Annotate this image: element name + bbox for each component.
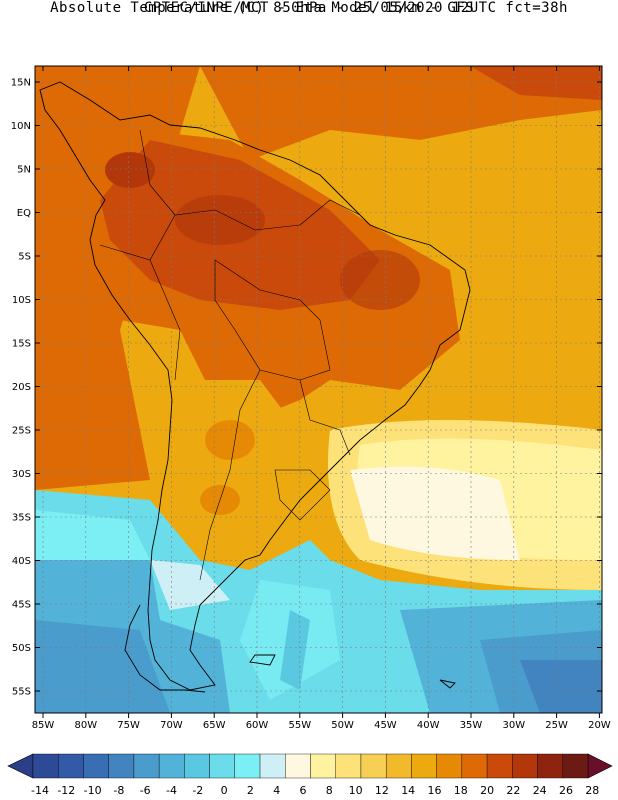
colorbar-tick-label: -8: [113, 784, 124, 797]
colorbar-swatch: [562, 753, 589, 779]
colorbar-swatch: [512, 753, 538, 779]
lat-label: 5S: [18, 252, 31, 263]
title-line-2: Absolute Temperature (C) 850hPa - 25/05/…: [50, 0, 568, 16]
lon-label: 45W: [374, 720, 397, 731]
colorbar-swatch: [234, 753, 261, 779]
colorbar-tick-label: 22: [506, 784, 520, 797]
lat-label: 15S: [12, 339, 31, 350]
colorbar-swatch: [537, 753, 563, 779]
lon-label: 80W: [74, 720, 97, 731]
colorbar-swatch: [158, 753, 185, 779]
borders: [99, 129, 361, 581]
lon-label: 50W: [331, 720, 354, 731]
colorbar-swatch: [411, 753, 437, 779]
lat-label: 40S: [12, 556, 31, 567]
colorbar: -14 -12 -10 -8 -6 -4 -2 0 2 4 6 8 10 12 14 16 18 20 22 24 26…: [7, 753, 613, 797]
colorbar-swatch: [486, 753, 513, 779]
colorbar-low-arrow: [7, 753, 34, 779]
colorbar-tick-label: 26: [559, 784, 573, 797]
colorbar-swatch: [32, 753, 59, 779]
lat-label: 35S: [12, 513, 31, 524]
colorbar-swatch: [108, 753, 135, 779]
lon-label: 70W: [160, 720, 183, 731]
colorbar-swatch: [310, 753, 336, 779]
colorbar-swatch: [58, 753, 84, 779]
lat-label: 45S: [12, 600, 31, 611]
lon-label: 65W: [203, 720, 226, 731]
colorbar-swatch: [335, 753, 362, 779]
colorbar-swatch: [184, 753, 210, 779]
colorbar-tick-label: -2: [192, 784, 203, 797]
colorbar-swatch: [133, 753, 160, 779]
colorbar-tick-label: 18: [454, 784, 468, 797]
colorbar-tick-label: 12: [375, 784, 389, 797]
lon-label: 30W: [502, 720, 525, 731]
colorbar-tick-label: 20: [480, 784, 494, 797]
colorbar-tick-label: 2: [247, 784, 254, 797]
map-frame: [34, 65, 603, 714]
colorbar-tick-label: -12: [57, 784, 75, 797]
colorbar-tick-label: -10: [84, 784, 102, 797]
colorbar-tick-label: 14: [401, 784, 415, 797]
lon-label: 35W: [460, 720, 483, 731]
lat-label: 5N: [17, 165, 31, 176]
colorbar-swatch: [461, 753, 488, 779]
lon-label: 85W: [32, 720, 55, 731]
lon-label: 75W: [117, 720, 140, 731]
colorbar-swatch: [285, 753, 311, 779]
lon-label: 60W: [246, 720, 269, 731]
lat-label: 30S: [12, 469, 31, 480]
lat-label: 25S: [12, 426, 31, 437]
lon-label: 40W: [417, 720, 440, 731]
lon-labels: 85W 80W 75W 70W 65W 60W 55W 50W 45W 40W 35W 30W 25W 2…: [32, 720, 611, 731]
colorbar-tick-label: -4: [166, 784, 177, 797]
lat-label: 10S: [12, 295, 31, 306]
colorbar-tick-label: 4: [273, 784, 280, 797]
lat-label: 20S: [12, 382, 31, 393]
colorbar-tick-label: -14: [31, 784, 49, 797]
axis-ticks: [35, 66, 602, 718]
colorbar-tick-label: 10: [349, 784, 363, 797]
lat-label: 10N: [11, 121, 31, 132]
colorbar-swatch: [259, 753, 286, 779]
lon-label: 25W: [545, 720, 568, 731]
colorbar-tick-label: 16: [428, 784, 442, 797]
colorbar-swatch: [385, 753, 412, 779]
lon-label: 55W: [288, 720, 311, 731]
colorbar-swatch: [436, 753, 463, 779]
colorbar-tick-label: 28: [585, 784, 599, 797]
colorbar-tick-label: -6: [140, 784, 151, 797]
lat-label: EQ: [17, 208, 31, 219]
colorbar-tick-label: 6: [300, 784, 307, 797]
title-line-1: CPTEC/INPE/MCT - Eta Model 15km - GFS: [143, 0, 475, 16]
colorbar-swatch: [83, 753, 109, 779]
temperature-field: [35, 66, 602, 713]
lat-label: 15N: [11, 78, 31, 89]
lat-label: 55S: [12, 687, 31, 698]
colorbar-swatch: [209, 753, 236, 779]
lat-label: 50S: [12, 643, 31, 654]
colorbar-tick-label: 0: [221, 784, 228, 797]
lon-label: 20W: [588, 720, 611, 731]
colorbar-high-arrow: [587, 753, 613, 779]
coastline: [39, 81, 471, 693]
colorbar-swatch: [360, 753, 387, 779]
lat-labels: 15N 10N 5N EQ 5S 10S 15S 20S 25S 30S 35S 40S 45S 50S 5…: [11, 78, 31, 698]
colorbar-tick-label: 8: [326, 784, 333, 797]
colorbar-tick-label: 24: [533, 784, 547, 797]
